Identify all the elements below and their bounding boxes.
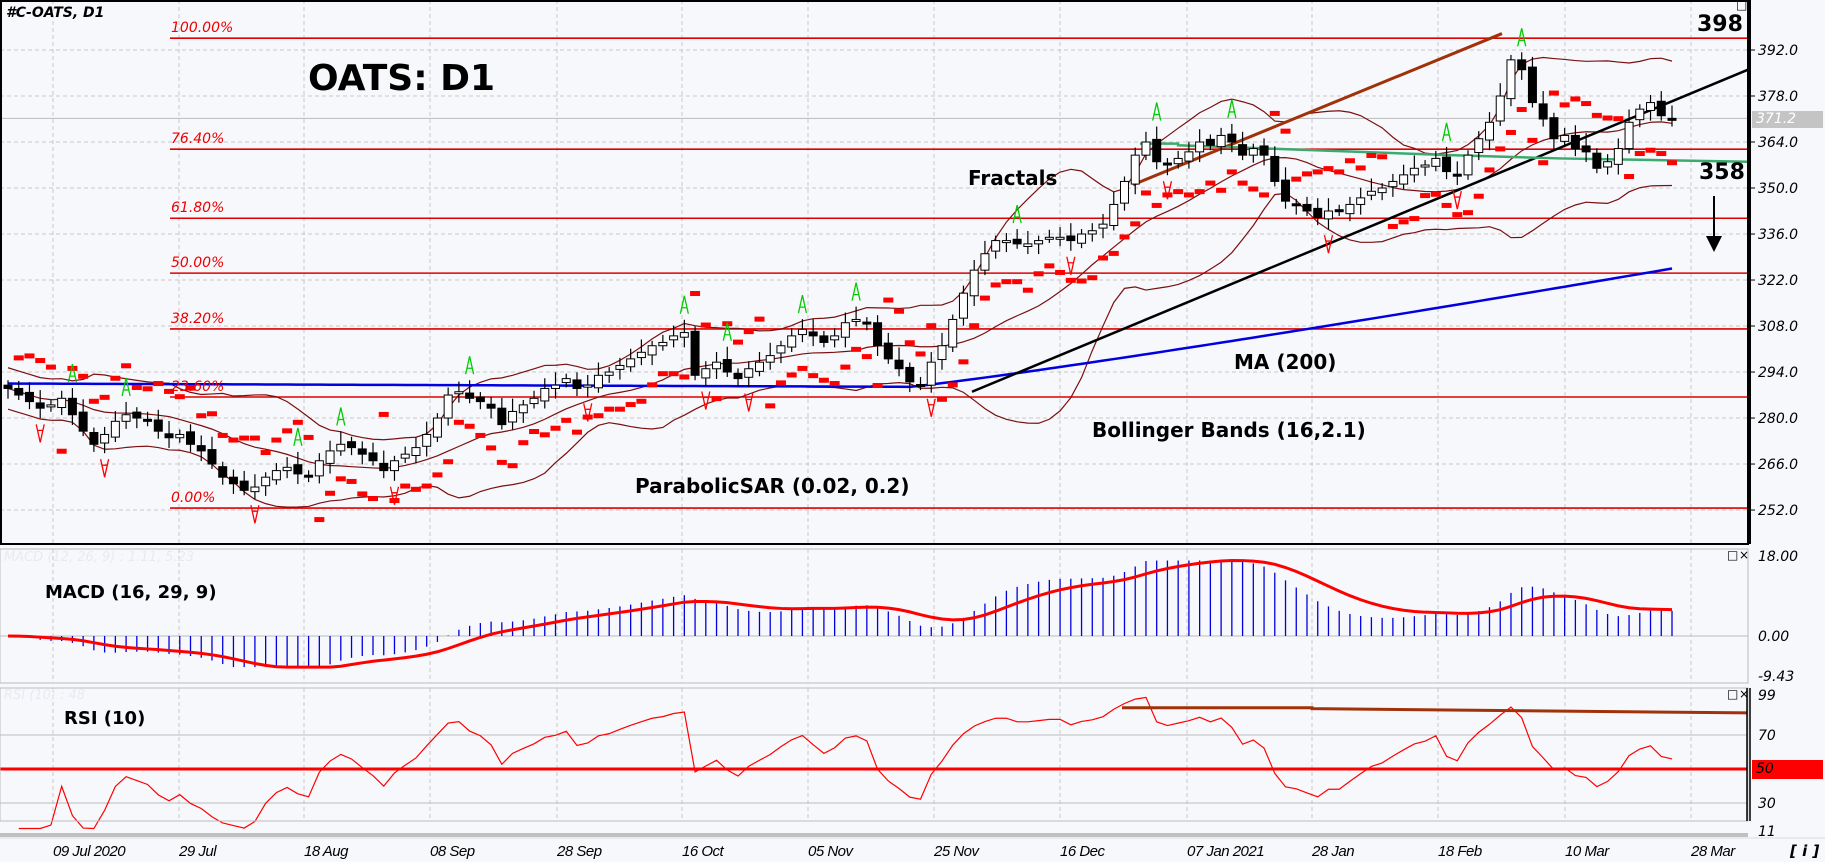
macd-header: MACD (12, 26, 9) : 1.11, 5.23 (4, 550, 195, 565)
rsi-close-icon[interactable]: × (1739, 687, 1750, 701)
svg-text:18 Aug: 18 Aug (304, 843, 349, 860)
svg-text:378.0: 378.0 (1758, 89, 1798, 105)
macd-panel (0, 559, 1748, 669)
rsi-label: RSI (10) (64, 708, 146, 729)
svg-text:28 Sep: 28 Sep (556, 843, 602, 860)
fib-label-38: 38.20% (171, 311, 225, 327)
macd-label: MACD (16, 29, 9) (45, 582, 217, 603)
fibonacci-levels (170, 37, 1748, 509)
svg-text:99: 99 (1758, 688, 1776, 704)
svg-text:25 Nov: 25 Nov (933, 843, 981, 860)
svg-text:280.0: 280.0 (1758, 411, 1798, 427)
rsi-50-badge: 50 (1752, 760, 1823, 779)
svg-text:308.0: 308.0 (1758, 319, 1798, 335)
ma-label: MA (200) (1234, 350, 1337, 374)
svg-text:252.0: 252.0 (1758, 503, 1798, 519)
svg-text:09 Jul 2020: 09 Jul 2020 (53, 843, 126, 860)
macd-close-icon[interactable]: × (1739, 548, 1750, 562)
svg-text:11: 11 (1758, 824, 1776, 840)
time-scrollbar[interactable] (0, 833, 1748, 837)
macd-maximize-icon[interactable]: □ (1727, 548, 1739, 562)
fib-label-76: 76.40% (171, 131, 225, 147)
svg-text:29 Jul: 29 Jul (178, 843, 217, 860)
svg-text:18 Feb: 18 Feb (1438, 843, 1482, 860)
fractal-markers (35, 28, 1527, 524)
fib-label-100: 100.00% (171, 20, 234, 36)
svg-text:05 Nov: 05 Nov (808, 843, 855, 860)
rsi-maximize-icon[interactable]: □ (1727, 687, 1739, 701)
svg-text:294.0: 294.0 (1758, 365, 1798, 381)
rsi-panel (0, 696, 1749, 830)
rsi-header: RSI (10) : 48 (4, 688, 86, 703)
symbol-label: #C-OATS, D1 (6, 5, 105, 21)
target-high-label: 398 (1697, 12, 1743, 37)
chart-grid (0, 0, 1748, 821)
svg-text:16 Oct: 16 Oct (682, 843, 725, 860)
trend-lines (971, 32, 1749, 393)
fib-label-50: 50.00% (171, 255, 225, 271)
svg-text:350.0: 350.0 (1758, 181, 1798, 197)
svg-text:0.00: 0.00 (1758, 629, 1789, 645)
svg-text:30: 30 (1758, 796, 1776, 812)
main-maximize-icon[interactable]: □ (1736, 0, 1748, 12)
bollinger-label: Bollinger Bands (16,2.1) (1092, 418, 1366, 442)
current-price-badge: 371.2 (1752, 111, 1823, 128)
svg-text:16 Dec: 16 Dec (1060, 843, 1106, 860)
macd-frame (0, 548, 1749, 684)
fib-label-0: 0.00% (171, 490, 216, 506)
svg-text:-9.43: -9.43 (1758, 669, 1794, 685)
svg-text:07 Jan 2021: 07 Jan 2021 (1187, 843, 1264, 860)
fractals-label: Fractals (968, 166, 1058, 190)
svg-text:266.0: 266.0 (1758, 457, 1798, 473)
svg-text:08 Sep: 08 Sep (430, 843, 475, 860)
rsi-frame (0, 687, 1749, 822)
target-low-label: 358 (1699, 160, 1745, 185)
ma-200-line (7, 267, 1673, 389)
svg-text:28 Jan: 28 Jan (1311, 843, 1354, 860)
candlesticks (3, 52, 1677, 500)
svg-text:70: 70 (1758, 728, 1776, 744)
svg-text:336.0: 336.0 (1758, 227, 1798, 243)
svg-text:18.00: 18.00 (1758, 549, 1798, 565)
parabolic-sar-dots (13, 90, 1677, 523)
svg-text:322.0: 322.0 (1758, 273, 1798, 289)
bollinger-bands (7, 56, 1673, 508)
info-button[interactable]: [ i ] (1790, 842, 1820, 860)
svg-text:364.0: 364.0 (1758, 135, 1798, 151)
fib-label-61: 61.80% (171, 200, 225, 216)
parabolic-sar-label: ParabolicSAR (0.02, 0.2) (635, 474, 910, 498)
axes: 392.0 378.0 364.0 350.0 336.0 322.0 308.0 294.0… (53, 43, 1798, 860)
svg-text:28 Mar: 28 Mar (1690, 843, 1736, 860)
svg-text:392.0: 392.0 (1758, 43, 1798, 59)
fib-label-23: 23.60% (171, 379, 225, 395)
svg-text:10 Mar: 10 Mar (1565, 843, 1610, 860)
chart-title: OATS: D1 (308, 58, 496, 99)
